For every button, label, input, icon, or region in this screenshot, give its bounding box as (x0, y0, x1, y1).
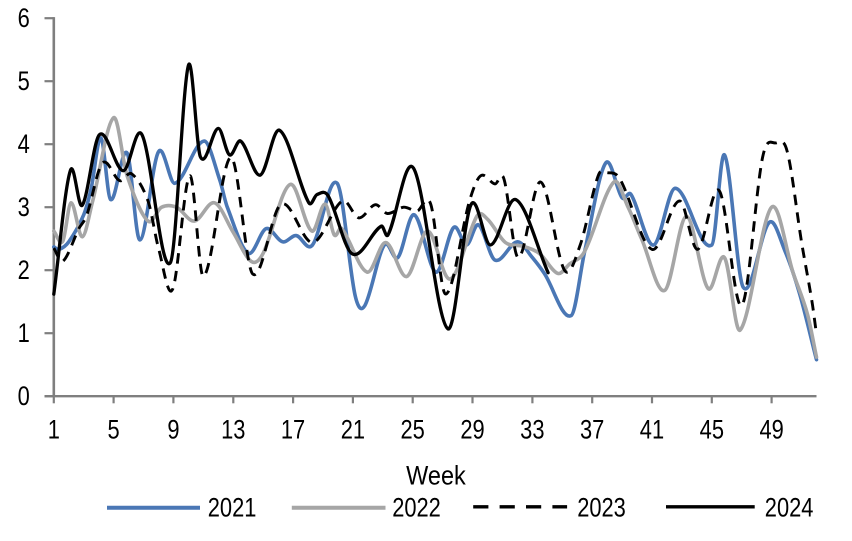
svg-text:37: 37 (580, 416, 604, 446)
svg-text:5: 5 (108, 416, 120, 446)
svg-text:5: 5 (18, 67, 30, 97)
svg-text:1: 1 (48, 416, 60, 446)
svg-text:2024: 2024 (765, 494, 814, 524)
svg-text:41: 41 (640, 416, 664, 446)
svg-text:3: 3 (18, 193, 30, 223)
svg-text:2023: 2023 (577, 494, 626, 524)
svg-text:29: 29 (460, 416, 484, 446)
svg-text:33: 33 (520, 416, 544, 446)
svg-text:6: 6 (18, 4, 30, 34)
svg-text:49: 49 (759, 416, 783, 446)
svg-text:9: 9 (167, 416, 179, 446)
svg-text:2021: 2021 (208, 494, 257, 524)
svg-text:25: 25 (401, 416, 425, 446)
svg-text:0: 0 (18, 382, 30, 412)
svg-text:1: 1 (18, 319, 30, 349)
svg-text:45: 45 (700, 416, 724, 446)
svg-text:4: 4 (18, 130, 30, 160)
svg-text:Week: Week (406, 461, 466, 491)
svg-text:13: 13 (221, 416, 245, 446)
svg-text:17: 17 (281, 416, 305, 446)
svg-text:2022: 2022 (392, 494, 441, 524)
svg-text:21: 21 (341, 416, 365, 446)
svg-text:2: 2 (18, 256, 30, 286)
